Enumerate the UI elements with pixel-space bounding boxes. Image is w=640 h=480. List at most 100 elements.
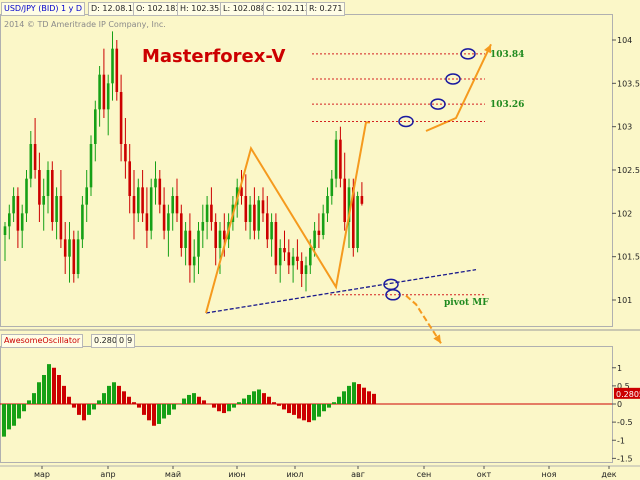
candle-body xyxy=(291,256,295,266)
oscillator-bar xyxy=(332,402,336,404)
time-tick-label: окт xyxy=(477,470,492,479)
oscillator-bar xyxy=(97,400,101,404)
oscillator-bar xyxy=(282,404,286,410)
level-label: 103.84 xyxy=(490,50,524,60)
pattern-line-projection-down xyxy=(405,294,442,344)
oscillator-bar xyxy=(227,404,231,412)
candle-body xyxy=(304,265,308,274)
intersection-circle xyxy=(385,289,401,301)
oscillator-bar xyxy=(287,404,291,414)
time-tick-label: ноя xyxy=(542,470,557,479)
candle-body xyxy=(137,187,140,214)
candle-body xyxy=(274,222,278,266)
brand-title: Masterforex-V xyxy=(142,46,286,67)
oscillator-bar xyxy=(367,391,371,404)
oscillator-bar xyxy=(32,393,36,404)
indicator-value: 0.280529 xyxy=(91,334,136,348)
range-readout: R: 0.271 xyxy=(306,2,346,16)
candle-body xyxy=(98,74,101,110)
candle-body xyxy=(42,196,45,205)
oscillator-tick-label: 1 xyxy=(617,364,622,373)
candle-body xyxy=(197,230,200,257)
candle-body xyxy=(68,239,71,257)
oscillator-bar xyxy=(217,404,221,412)
candle-body xyxy=(25,178,28,214)
time-tick-label: дек xyxy=(601,470,616,479)
oscillator-bar xyxy=(237,402,241,404)
candle-body xyxy=(59,196,63,240)
arrowhead-projection-up xyxy=(483,44,492,54)
candle-body xyxy=(132,196,136,214)
candle-body xyxy=(326,196,329,214)
price-tick-label: 103.5 xyxy=(617,79,640,88)
oscillator-bar xyxy=(157,404,161,424)
pattern-line-projection-up xyxy=(425,43,492,132)
candle-body xyxy=(72,239,76,274)
oscillator-tick-label: -1.5 xyxy=(617,454,633,463)
oscillator-bar xyxy=(182,398,186,404)
candle-body xyxy=(317,230,321,235)
oscillator-bar xyxy=(112,382,116,404)
candle-body xyxy=(8,213,11,227)
candle-body xyxy=(115,48,119,92)
candle-body xyxy=(16,196,20,231)
candle-body xyxy=(205,204,209,222)
oscillator-tick-label: -0.5 xyxy=(617,418,633,427)
price-tick-label: 104 xyxy=(617,36,632,45)
candle-body xyxy=(339,139,342,179)
oscillator-bar xyxy=(252,391,256,404)
oscillator-bar xyxy=(292,404,296,415)
candle-body xyxy=(283,248,286,253)
oscillator-bar xyxy=(362,387,366,404)
oscillator-bar xyxy=(67,396,71,404)
candle-body xyxy=(278,248,282,266)
oscillator-bar xyxy=(102,393,106,404)
candle-body xyxy=(145,213,149,231)
oscillator-bar xyxy=(322,404,326,412)
oscillator-tick-label: 0 xyxy=(617,400,622,409)
candle-body xyxy=(111,48,114,84)
oscillator-bar xyxy=(372,393,376,404)
oscillator-bar xyxy=(242,398,246,404)
oscillator-bar xyxy=(47,364,51,404)
oscillator-bar xyxy=(122,391,126,404)
candle-body xyxy=(141,187,144,214)
oscillator-bar xyxy=(117,385,121,404)
symbol-label[interactable]: USD/JPY (BID) 1 у D xyxy=(1,2,86,16)
time-tick-label: мар xyxy=(34,470,50,479)
time-tick-label: май xyxy=(165,470,181,479)
candle-body xyxy=(29,144,33,179)
candle-body xyxy=(158,178,162,205)
candle-body xyxy=(63,239,67,257)
candle-body xyxy=(51,170,54,222)
oscillator-bar xyxy=(142,404,146,415)
open-readout: O: 102.183 xyxy=(133,2,184,16)
intersection-circle xyxy=(430,98,446,110)
candle-body xyxy=(240,187,243,196)
oscillator-bar xyxy=(27,400,31,404)
oscillator-bar xyxy=(22,404,26,412)
candle-body xyxy=(167,213,170,231)
oscillator-bar xyxy=(202,400,206,404)
candle-body xyxy=(270,222,273,240)
candle-body xyxy=(360,196,364,204)
candle-body xyxy=(313,230,316,248)
candle-body xyxy=(119,92,123,144)
candle-body xyxy=(248,204,252,222)
oscillator-bar xyxy=(162,404,166,419)
level-label: 103.26 xyxy=(490,100,524,110)
price-tick-label: 101 xyxy=(617,296,632,305)
support-trend-line xyxy=(205,269,477,314)
candle-body xyxy=(253,204,256,231)
oscillator-bar xyxy=(72,404,76,408)
candle-body xyxy=(321,213,325,235)
oscillator-bar xyxy=(57,375,61,404)
oscillator-bar xyxy=(212,404,216,408)
oscillator-bar xyxy=(132,402,136,404)
candle-body xyxy=(55,196,58,222)
candle-body xyxy=(201,222,205,231)
candle-body xyxy=(287,252,291,266)
oscillator-tick-label: 0.5 xyxy=(617,382,630,391)
indicator-name[interactable]: AwesomeOscillator xyxy=(1,334,84,348)
oscillator-bar xyxy=(77,404,81,415)
